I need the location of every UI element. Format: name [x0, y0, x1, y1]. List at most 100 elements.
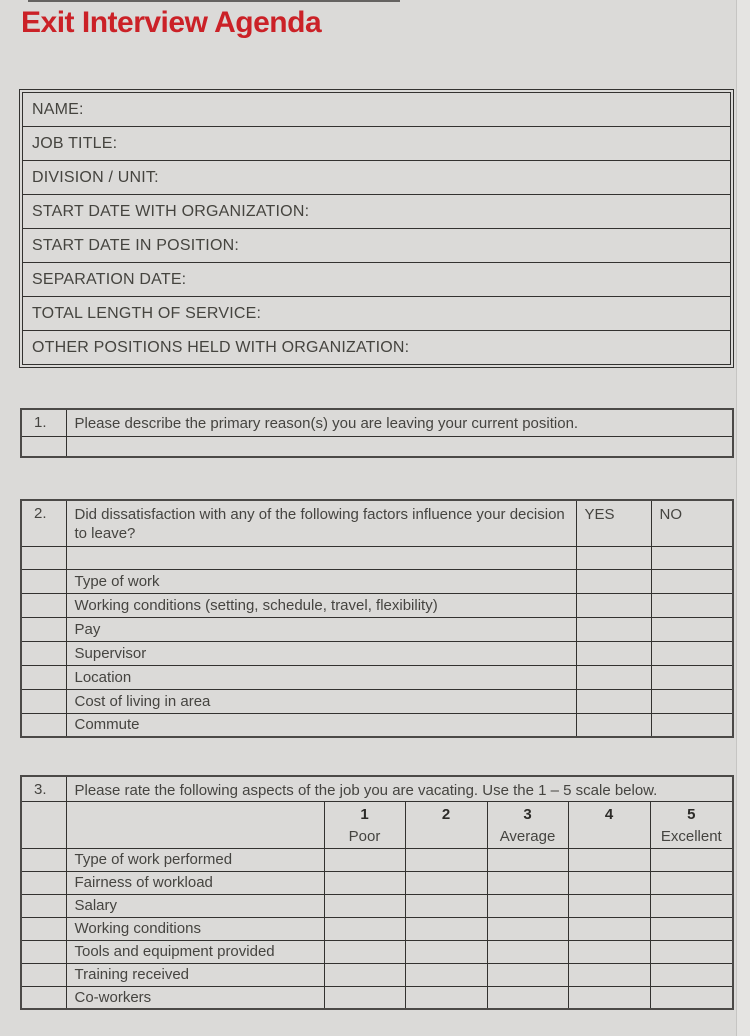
factor-label: Supervisor	[65, 640, 577, 666]
info-field-label: DIVISION / UNIT:	[32, 168, 159, 186]
rating-cell[interactable]	[323, 962, 406, 987]
info-field-cell-start-date-org[interactable]: START DATE WITH ORGANIZATION:	[22, 194, 731, 229]
table-row: Cost of living in area	[20, 688, 734, 714]
rating-cell[interactable]	[649, 939, 734, 964]
question-3-table: 3. Please rate the following aspects of …	[20, 775, 735, 1010]
table-row: Pay	[20, 616, 734, 642]
yes-answer-cell[interactable]	[575, 688, 652, 714]
question-2-table: 2. Did dissatisfaction with any of the f…	[20, 499, 734, 738]
info-field-cell-division-unit[interactable]: DIVISION / UNIT:	[22, 160, 731, 195]
scale-label: Excellent	[660, 827, 722, 845]
rating-cell[interactable]	[649, 870, 734, 895]
table-row: START DATE WITH ORGANIZATION:	[22, 194, 731, 229]
info-field-cell-job-title[interactable]: JOB TITLE:	[22, 126, 731, 161]
rating-cell[interactable]	[649, 985, 734, 1010]
aspect-label: Type of work performed	[65, 847, 325, 872]
rating-cell[interactable]	[486, 870, 569, 895]
rating-cell[interactable]	[404, 962, 488, 987]
yes-answer-cell[interactable]	[575, 664, 652, 690]
table-row: 1 Poor 2 3 Average 4 5 Excellent	[20, 800, 734, 849]
factor-label: Location	[65, 664, 577, 690]
rating-cell[interactable]	[404, 916, 488, 941]
rating-cell[interactable]	[567, 870, 651, 895]
factor-label: Commute	[65, 712, 577, 738]
rating-cell[interactable]	[649, 893, 734, 918]
rating-cell[interactable]	[567, 916, 651, 941]
spacer-cell	[20, 962, 67, 987]
yes-answer-cell[interactable]	[575, 616, 652, 642]
rating-cell[interactable]	[404, 847, 488, 872]
scale-value: 3	[523, 805, 532, 823]
table-row: Type of work	[20, 568, 734, 594]
rating-cell[interactable]	[404, 893, 488, 918]
info-field-cell-name[interactable]: NAME:	[22, 92, 731, 127]
yes-answer-cell[interactable]	[575, 568, 652, 594]
factor-label: Cost of living in area	[65, 688, 577, 714]
rating-cell[interactable]	[323, 870, 406, 895]
info-field-cell-separation-date[interactable]: SEPARATION DATE:	[22, 262, 731, 297]
rating-cell[interactable]	[404, 985, 488, 1010]
factor-label: Pay	[65, 616, 577, 642]
spacer-cell	[20, 640, 67, 666]
info-field-cell-other-positions[interactable]: OTHER POSITIONS HELD WITH ORGANIZATION:	[22, 330, 731, 365]
rating-cell[interactable]	[567, 893, 651, 918]
spacer-cell	[20, 712, 67, 738]
scale-value: 1	[360, 805, 369, 823]
rating-cell[interactable]	[567, 985, 651, 1010]
factor-label: Working conditions (setting, schedule, t…	[65, 592, 577, 618]
no-answer-cell[interactable]	[650, 640, 734, 666]
no-answer-cell[interactable]	[650, 616, 734, 642]
question-1-answer-cell[interactable]	[65, 435, 734, 458]
rating-cell[interactable]	[567, 847, 651, 872]
rating-cell[interactable]	[486, 962, 569, 987]
spacer-cell	[20, 545, 67, 570]
no-answer-cell[interactable]	[650, 592, 734, 618]
aspect-label: Salary	[65, 893, 325, 918]
no-answer-cell[interactable]	[650, 568, 734, 594]
rating-cell[interactable]	[323, 939, 406, 964]
table-row: Salary	[20, 893, 734, 918]
rating-cell[interactable]	[486, 847, 569, 872]
no-answer-cell[interactable]	[650, 545, 734, 570]
rating-cell[interactable]	[323, 916, 406, 941]
spacer-cell	[65, 800, 325, 849]
rating-cell[interactable]	[323, 847, 406, 872]
table-row: Co-workers	[20, 985, 734, 1010]
rating-cell[interactable]	[404, 939, 488, 964]
yes-answer-cell[interactable]	[575, 640, 652, 666]
page-title: Exit Interview Agenda	[21, 6, 322, 39]
table-row: Fairness of workload	[20, 870, 734, 895]
info-field-cell-length-of-service[interactable]: TOTAL LENGTH OF SERVICE:	[22, 296, 731, 331]
table-row: Tools and equipment provided	[20, 939, 734, 964]
rating-cell[interactable]	[486, 893, 569, 918]
table-row	[20, 435, 734, 458]
no-answer-cell[interactable]	[650, 664, 734, 690]
spacer-cell	[20, 592, 67, 618]
question-3-number: 3.	[20, 775, 67, 802]
no-answer-cell[interactable]	[650, 712, 734, 738]
rating-cell[interactable]	[649, 916, 734, 941]
table-row: START DATE IN POSITION:	[22, 228, 731, 263]
rating-cell[interactable]	[323, 893, 406, 918]
rating-cell[interactable]	[486, 985, 569, 1010]
scale-value: 4	[604, 805, 614, 823]
table-row: Training received	[20, 962, 734, 987]
yes-answer-cell[interactable]	[575, 545, 652, 570]
no-answer-cell[interactable]	[650, 688, 734, 714]
spacer-cell	[20, 916, 67, 941]
rating-cell[interactable]	[567, 939, 651, 964]
rating-cell[interactable]	[649, 962, 734, 987]
rating-cell[interactable]	[567, 962, 651, 987]
spacer-cell	[20, 688, 67, 714]
rating-cell[interactable]	[486, 939, 569, 964]
rating-cell[interactable]	[404, 870, 488, 895]
yes-answer-cell[interactable]	[575, 592, 652, 618]
rating-cell[interactable]	[649, 847, 734, 872]
rating-cell[interactable]	[323, 985, 406, 1010]
question-2-number: 2.	[20, 499, 67, 547]
yes-answer-cell[interactable]	[575, 712, 652, 738]
info-field-cell-start-date-position[interactable]: START DATE IN POSITION:	[22, 228, 731, 263]
rating-cell[interactable]	[486, 916, 569, 941]
table-row: DIVISION / UNIT:	[22, 160, 731, 195]
factor-label: Type of work	[65, 568, 577, 594]
